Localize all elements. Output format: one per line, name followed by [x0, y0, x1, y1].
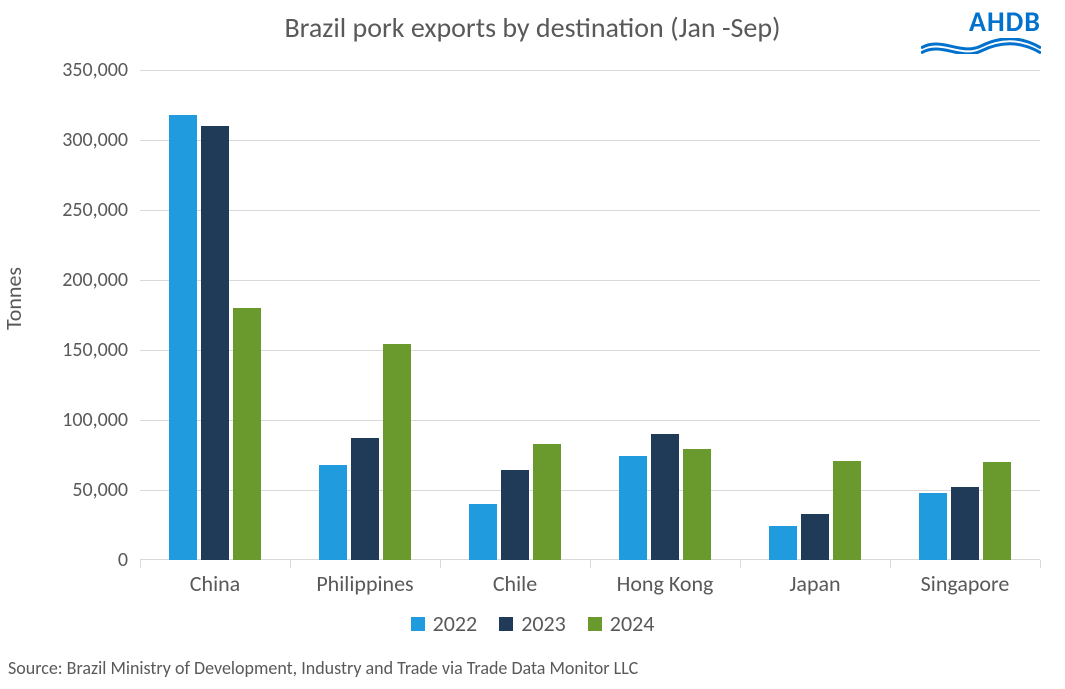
- legend-label: 2024: [610, 610, 655, 637]
- grid-line: [140, 420, 1040, 421]
- y-tick-label: 50,000: [72, 478, 128, 502]
- brand-logo-text: AHDB: [921, 8, 1041, 36]
- chart-title: Brazil pork exports by destination (Jan …: [0, 10, 1065, 45]
- x-tick-label: Singapore: [921, 570, 1010, 597]
- x-tick-label: Japan: [789, 570, 840, 597]
- x-tick-label: Philippines: [316, 570, 413, 597]
- y-tick-label: 100,000: [62, 408, 128, 432]
- bar: [769, 526, 797, 560]
- plot-area: 050,000100,000150,000200,000250,000300,0…: [140, 70, 1040, 560]
- legend-item-2024: 2024: [588, 610, 655, 637]
- legend-swatch-2022: [411, 617, 425, 631]
- y-tick-label: 350,000: [62, 58, 128, 82]
- legend-label: 2023: [521, 610, 566, 637]
- grid-line: [140, 280, 1040, 281]
- legend: 2022 2023 2024: [0, 610, 1065, 637]
- bar: [983, 462, 1011, 560]
- y-tick-label: 150,000: [62, 338, 128, 362]
- x-tick-mark: [440, 560, 441, 568]
- bar: [683, 449, 711, 560]
- legend-item-2022: 2022: [411, 610, 478, 637]
- x-tick-mark: [1040, 560, 1041, 568]
- legend-swatch-2024: [588, 617, 602, 631]
- bar: [919, 493, 947, 560]
- bar: [233, 308, 261, 560]
- bar: [833, 461, 861, 560]
- bar: [383, 344, 411, 560]
- bar: [951, 487, 979, 560]
- chart-container: Brazil pork exports by destination (Jan …: [0, 0, 1065, 689]
- source-note: Source: Brazil Ministry of Development, …: [8, 657, 638, 679]
- y-tick-label: 200,000: [62, 268, 128, 292]
- x-tick-label: Chile: [493, 570, 537, 597]
- x-tick-mark: [290, 560, 291, 568]
- bar: [533, 444, 561, 560]
- y-tick-label: 0: [118, 548, 128, 572]
- x-tick-mark: [740, 560, 741, 568]
- grid-line: [140, 140, 1040, 141]
- y-tick-label: 250,000: [62, 198, 128, 222]
- bar: [469, 504, 497, 560]
- legend-label: 2022: [433, 610, 478, 637]
- legend-item-2023: 2023: [499, 610, 566, 637]
- grid-line: [140, 350, 1040, 351]
- bar: [351, 438, 379, 560]
- bar: [201, 126, 229, 560]
- bar: [169, 115, 197, 560]
- grid-line: [140, 70, 1040, 71]
- bar: [651, 434, 679, 560]
- grid-line: [140, 490, 1040, 491]
- x-tick-label: Hong Kong: [617, 570, 714, 597]
- x-tick-mark: [890, 560, 891, 568]
- legend-swatch-2023: [499, 617, 513, 631]
- bar: [501, 470, 529, 560]
- brand-logo-wave-icon: [921, 38, 1041, 54]
- bar: [319, 465, 347, 560]
- bar: [619, 456, 647, 560]
- x-tick-mark: [140, 560, 141, 568]
- bar: [801, 514, 829, 560]
- y-axis-label: Tonnes: [0, 267, 27, 330]
- brand-logo: AHDB: [921, 8, 1041, 60]
- x-tick-mark: [590, 560, 591, 568]
- x-tick-label: China: [190, 570, 240, 597]
- y-tick-label: 300,000: [62, 128, 128, 152]
- grid-line: [140, 210, 1040, 211]
